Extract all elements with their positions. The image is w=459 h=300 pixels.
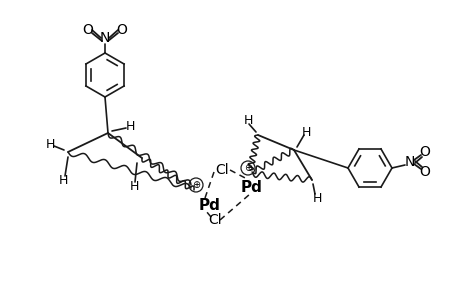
Text: ⊕: ⊕ bbox=[191, 180, 200, 190]
Text: N: N bbox=[100, 31, 110, 45]
Text: Cl: Cl bbox=[208, 213, 221, 227]
Text: H: H bbox=[301, 125, 310, 139]
Text: Cl: Cl bbox=[215, 163, 228, 177]
Text: O: O bbox=[82, 23, 93, 37]
Text: ⊕: ⊕ bbox=[243, 163, 252, 173]
Text: O: O bbox=[116, 23, 127, 37]
Text: O: O bbox=[419, 145, 430, 159]
Text: Pd: Pd bbox=[199, 197, 220, 212]
Text: H: H bbox=[243, 115, 252, 128]
Text: Pd: Pd bbox=[241, 181, 263, 196]
Text: H: H bbox=[58, 173, 67, 187]
Text: N: N bbox=[404, 155, 414, 169]
Text: H: H bbox=[312, 191, 321, 205]
Text: H: H bbox=[45, 137, 55, 151]
Text: H: H bbox=[125, 121, 134, 134]
Text: H: H bbox=[129, 179, 138, 193]
Text: O: O bbox=[419, 165, 430, 179]
